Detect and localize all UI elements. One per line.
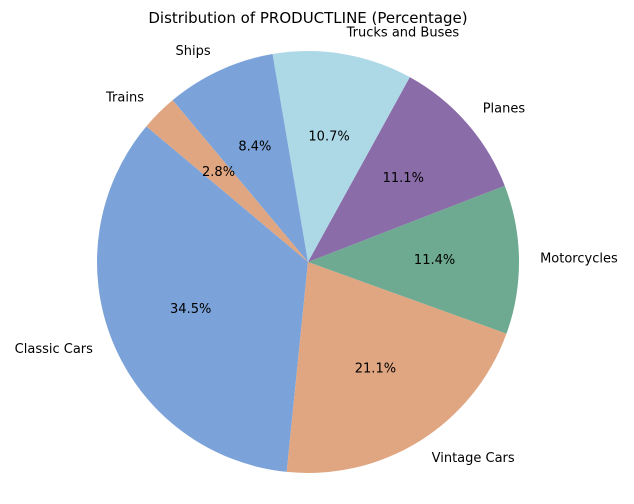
slice-percentage-ships: 8.4% xyxy=(238,140,271,155)
pie-slice-vintage-cars xyxy=(286,262,507,473)
pie-slice-trucks-and-buses xyxy=(272,50,410,262)
slice-percentage-motorcycles: 11.4% xyxy=(414,253,455,268)
pie-slice-ships xyxy=(172,54,308,263)
slice-label-trucks-and-buses: Trucks and Buses xyxy=(346,26,460,41)
pie-slice-classic-cars xyxy=(96,126,309,472)
slice-percentage-trains: 2.8% xyxy=(202,165,235,180)
pie-slice-trains xyxy=(146,100,308,262)
slice-percentage-vintage-cars: 21.1% xyxy=(355,362,396,377)
slice-label-planes: Planes xyxy=(483,102,526,117)
slice-label-trains: Trains xyxy=(105,90,144,105)
chart-title: Distribution of PRODUCTLINE (Percentage) xyxy=(148,9,467,27)
slice-percentage-classic-cars: 34.5% xyxy=(170,302,211,317)
pie-slice-motorcycles xyxy=(308,185,519,334)
slice-label-motorcycles: Motorcycles xyxy=(540,252,618,267)
slice-percentage-planes: 11.1% xyxy=(383,171,424,186)
slice-label-classic-cars: Classic Cars xyxy=(15,342,93,357)
slice-percentage-trucks-and-buses: 10.7% xyxy=(308,130,349,145)
pie-slice-planes xyxy=(308,77,505,262)
pie-labels: Classic Cars 34.5% Vintage Cars 21.1% Motorc… xyxy=(15,26,618,466)
pie-slices xyxy=(96,50,519,473)
slice-label-ships: Ships xyxy=(176,44,211,59)
slice-label-vintage-cars: Vintage Cars xyxy=(432,451,515,466)
